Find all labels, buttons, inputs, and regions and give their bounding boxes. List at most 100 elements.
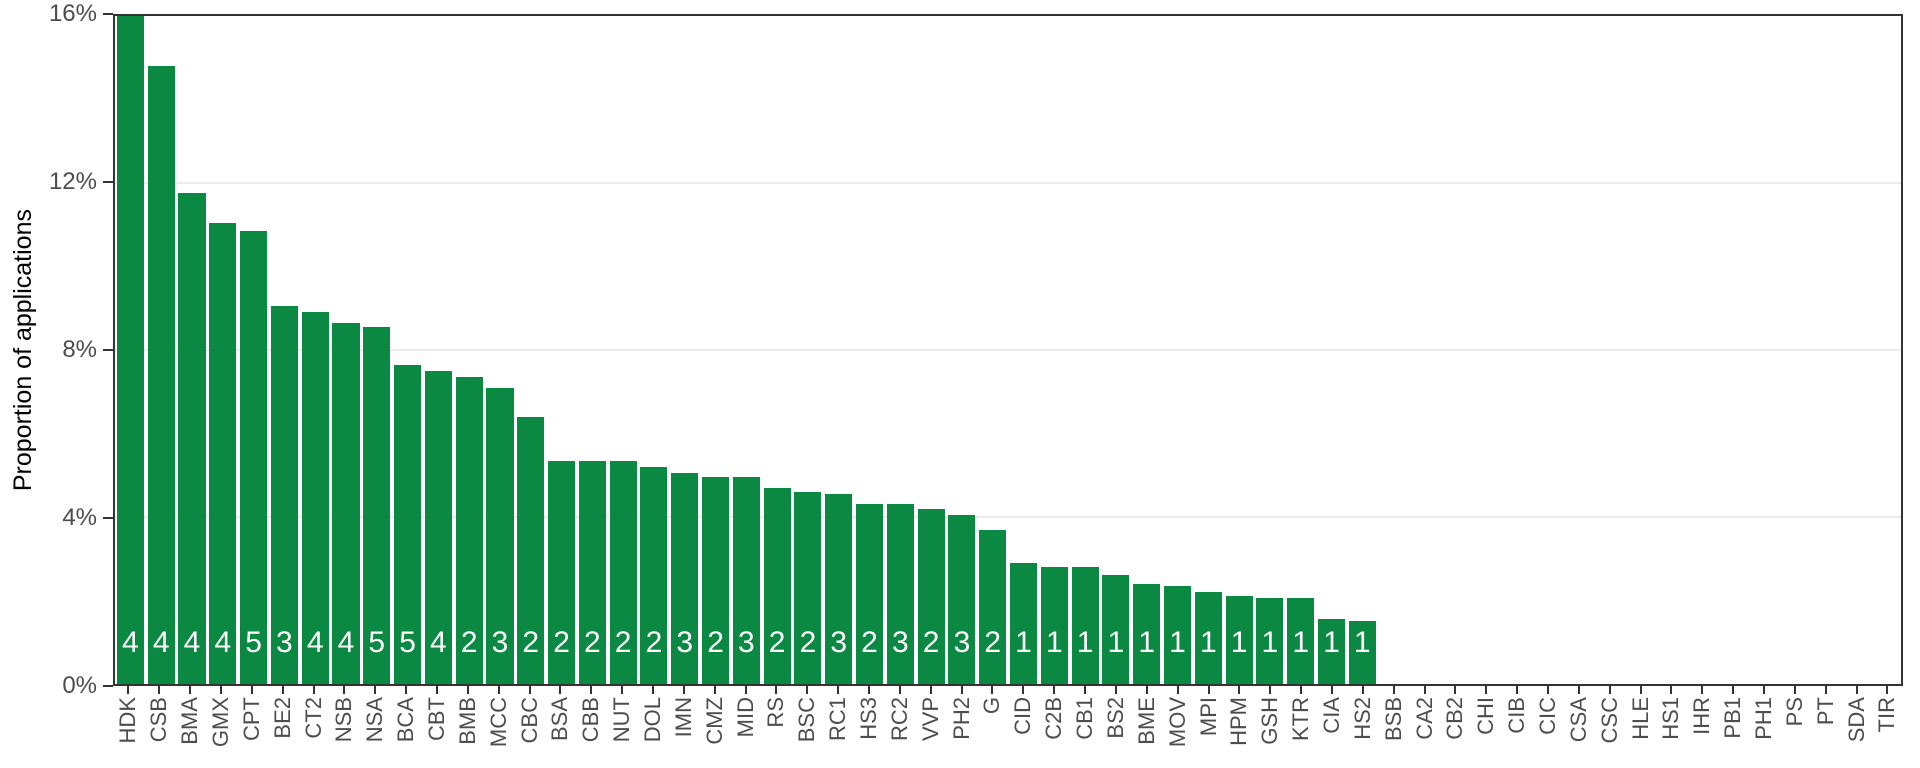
x-label-slot-CSA: CSA <box>1563 697 1594 767</box>
x-label-slot-CBB: CBB <box>576 697 607 767</box>
x-label-HPM: HPM <box>1226 697 1252 746</box>
x-label-slot-PH1: PH1 <box>1749 697 1780 767</box>
x-label-slot-HLE: HLE <box>1625 697 1656 767</box>
bar-BSC <box>794 491 822 684</box>
bar-count-BMB: 2 <box>460 626 478 659</box>
bar-count-NUT: 2 <box>614 626 632 659</box>
x-label-slot-DOL: DOL <box>638 697 669 767</box>
gridline-12% <box>115 182 1901 184</box>
x-label-slot-CB2: CB2 <box>1440 697 1471 767</box>
bar-slot-PS <box>1778 16 1809 684</box>
x-label-slot-HPM: HPM <box>1224 697 1255 767</box>
bar-count-MOV: 1 <box>1169 626 1186 659</box>
bar-count-HS2: 1 <box>1353 626 1371 659</box>
x-label-RC2: RC2 <box>886 697 912 742</box>
bar-count-BSC: 2 <box>799 626 817 659</box>
bar-count-CT2: 4 <box>306 626 324 659</box>
x-tick-slot-CBC <box>514 686 545 695</box>
x-tick-slot-CHI <box>1471 686 1502 695</box>
x-label-DOL: DOL <box>640 697 666 743</box>
x-tick-slot-CBT <box>422 686 453 695</box>
x-tick-slot-MPI <box>1193 686 1224 695</box>
x-label-PH1: PH1 <box>1750 697 1776 740</box>
x-tick-slot-CBB <box>576 686 607 695</box>
bar-NSB <box>332 322 360 684</box>
x-tick-slot-HPM <box>1224 686 1255 695</box>
bar-slot-G: 2 <box>977 16 1008 684</box>
x-label-slot-BSA: BSA <box>545 697 576 767</box>
x-tick-mark-CSA <box>1577 686 1580 694</box>
x-label-slot-IMN: IMN <box>668 697 699 767</box>
gridline-4% <box>115 516 1901 518</box>
x-label-HS2: HS2 <box>1349 697 1375 740</box>
y-tick-label-12%: 12% <box>48 168 97 195</box>
x-label-TIR: TIR <box>1874 697 1900 733</box>
x-tick-slot-G <box>977 686 1008 695</box>
bar-count-CID: 1 <box>1015 626 1032 659</box>
bar-slot-GSH: 1 <box>1254 16 1285 684</box>
x-label-CIA: CIA <box>1318 697 1344 734</box>
bar-VVP <box>917 508 945 684</box>
bar-DOL <box>640 466 668 684</box>
x-tick-slot-BMB <box>452 686 483 695</box>
x-tick-mark-PB1 <box>1732 686 1735 694</box>
x-tick-mark-CID <box>1022 686 1025 694</box>
x-tick-slot-PS <box>1779 686 1810 695</box>
bar-CB1 <box>1071 567 1099 684</box>
bar-count-MCC: 3 <box>491 626 509 659</box>
x-tick-slot-CA2 <box>1409 686 1440 695</box>
bar-count-MPI: 1 <box>1199 626 1217 659</box>
x-label-BS2: BS2 <box>1102 697 1128 739</box>
x-label-slot-CBT: CBT <box>422 697 453 767</box>
bar-MID <box>732 477 760 684</box>
bar-count-RC1: 3 <box>830 626 848 659</box>
x-tick-mark-CBC <box>528 686 531 694</box>
bar-count-MID: 3 <box>737 626 755 659</box>
x-tick-slot-CSB <box>144 686 175 695</box>
bar-slot-PB1 <box>1716 16 1747 684</box>
bar-count-CPT: 5 <box>245 626 262 659</box>
bar-slot-PT <box>1809 16 1840 684</box>
x-tick-slot-CMZ <box>699 686 730 695</box>
x-label-CBC: CBC <box>516 697 542 744</box>
bar-RC1 <box>825 494 853 684</box>
bar-count-BE2: 3 <box>276 626 293 659</box>
bar-slot-HS1 <box>1655 16 1686 684</box>
bar-slot-MCC: 3 <box>485 16 516 684</box>
x-tick-mark-GSH <box>1269 686 1272 694</box>
bar-HDK <box>116 16 144 684</box>
bar-count-GSH: 1 <box>1261 626 1279 659</box>
x-label-SDA: SDA <box>1843 697 1869 743</box>
x-tick-slot-MID <box>730 686 761 695</box>
x-label-slot-CIA: CIA <box>1317 697 1348 767</box>
bar-BMA <box>178 193 206 684</box>
bar-GMX <box>209 222 237 684</box>
x-label-slot-KTR: KTR <box>1286 697 1317 767</box>
bar-slot-PH1 <box>1747 16 1778 684</box>
y-tick-label-4%: 4% <box>62 504 97 531</box>
x-label-CA2: CA2 <box>1411 697 1437 740</box>
x-tick-slot-BSC <box>792 686 823 695</box>
x-label-slot-BSC: BSC <box>792 697 823 767</box>
x-tick-mark-KTR <box>1300 686 1303 694</box>
y-tick-label-8%: 8% <box>62 336 97 363</box>
bar-slot-DOL: 2 <box>639 16 670 684</box>
bar-slot-MPI: 1 <box>1193 16 1224 684</box>
x-tick-mark-HS2 <box>1361 686 1364 694</box>
y-tick-mark-12% <box>103 181 113 183</box>
x-label-slot-RC1: RC1 <box>823 697 854 767</box>
x-label-C2B: C2B <box>1041 697 1067 740</box>
x-label-MOV: MOV <box>1164 697 1190 748</box>
x-label-CMZ: CMZ <box>701 697 727 745</box>
x-tick-mark-G <box>991 686 994 694</box>
bar-count-CBT: 4 <box>430 626 447 659</box>
bar-count-C2B: 1 <box>1045 626 1063 659</box>
x-tick-slot-BS2 <box>1101 686 1132 695</box>
x-label-BSC: BSC <box>794 697 820 743</box>
x-tick-slot-HS2 <box>1347 686 1378 695</box>
x-tick-slot-IMN <box>668 686 699 695</box>
bar-slot-C2B: 1 <box>1039 16 1070 684</box>
bar-GSH <box>1256 598 1284 684</box>
x-label-CBB: CBB <box>578 697 604 743</box>
bar-BCA <box>394 364 422 684</box>
